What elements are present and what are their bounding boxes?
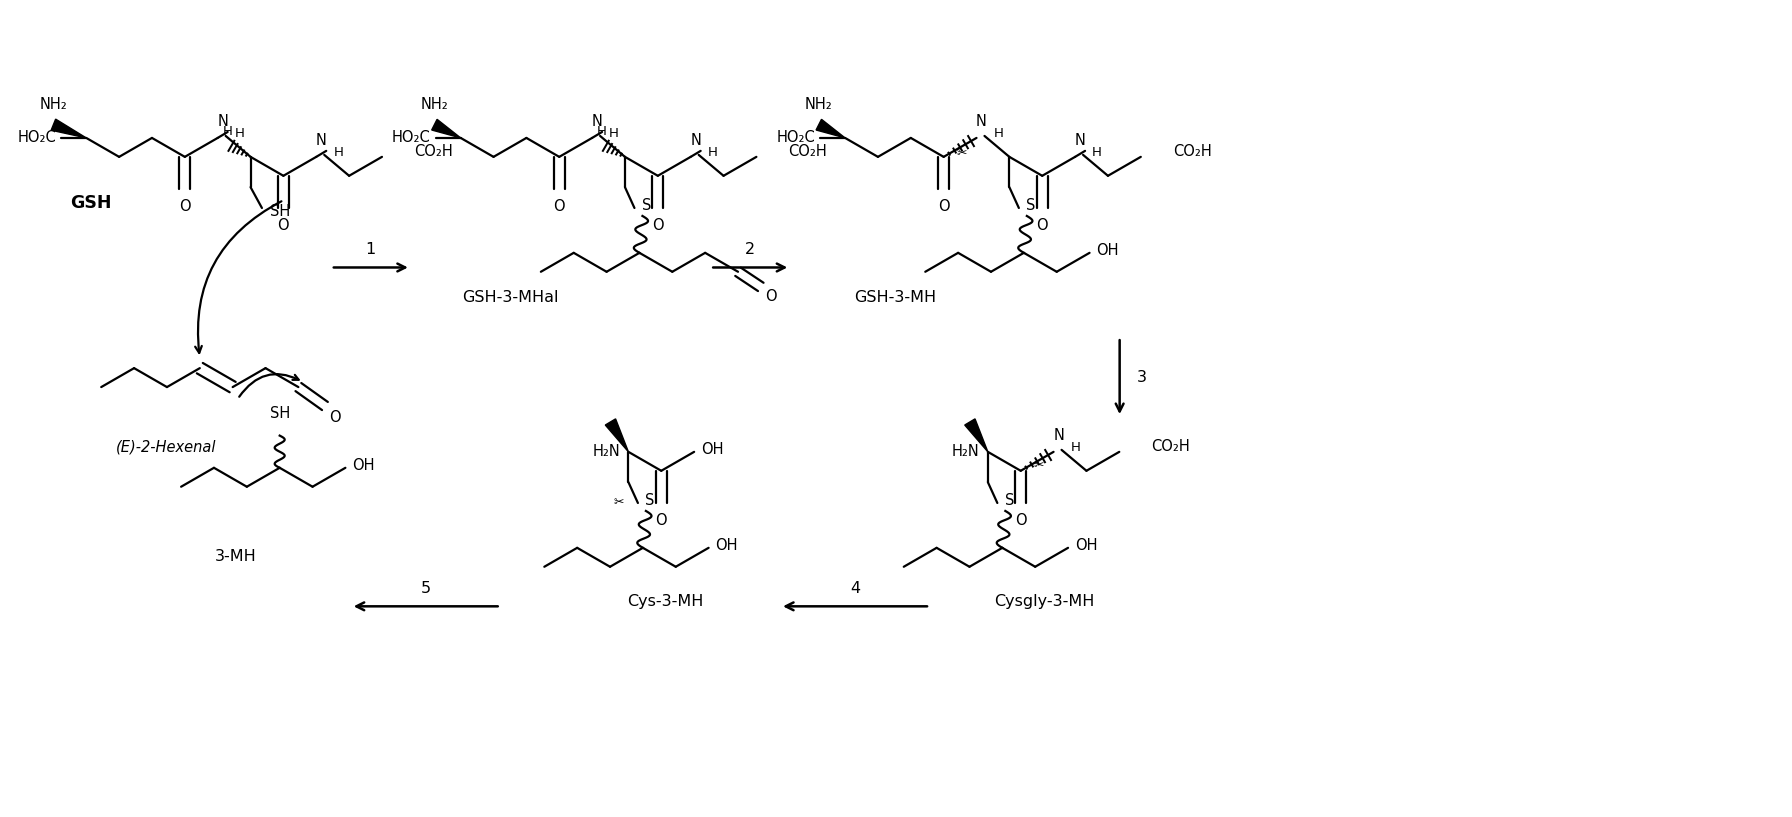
Text: N: N (591, 114, 602, 129)
Text: NH₂: NH₂ (39, 97, 68, 112)
Text: H: H (333, 146, 342, 159)
Text: H₂N: H₂N (593, 444, 620, 459)
Text: HO₂C: HO₂C (18, 131, 56, 145)
Text: 3-MH: 3-MH (215, 549, 256, 564)
Text: N: N (690, 133, 701, 149)
Text: SH: SH (269, 406, 290, 422)
Text: O: O (554, 199, 564, 215)
Text: OH: OH (701, 442, 724, 458)
Text: O: O (330, 410, 340, 426)
Polygon shape (815, 119, 846, 138)
Text: GSH: GSH (70, 194, 111, 212)
Text: 5: 5 (421, 581, 430, 596)
Polygon shape (606, 419, 629, 452)
Text: S: S (642, 199, 650, 213)
Text: O: O (179, 199, 190, 215)
Text: H: H (235, 127, 244, 141)
Text: SH: SH (271, 204, 290, 220)
Polygon shape (52, 119, 86, 138)
Text: N: N (315, 133, 326, 149)
Text: H: H (1070, 441, 1081, 454)
Text: O: O (937, 199, 950, 215)
Polygon shape (432, 119, 461, 138)
Text: O: O (656, 513, 667, 529)
Polygon shape (964, 419, 987, 452)
Text: H: H (597, 125, 607, 138)
Text: H: H (993, 127, 1004, 141)
Text: CO₂H: CO₂H (1172, 145, 1211, 159)
Text: O: O (1014, 513, 1027, 529)
Text: ✂: ✂ (957, 147, 968, 160)
Text: OH: OH (1075, 538, 1097, 553)
Text: GSH-3-MHal: GSH-3-MHal (462, 290, 559, 305)
Text: Cysgly-3-MH: Cysgly-3-MH (995, 594, 1095, 609)
Text: Cys-3-MH: Cys-3-MH (627, 594, 704, 609)
Text: H: H (708, 146, 717, 159)
Text: (E)-2-Hexenal: (E)-2-Hexenal (116, 440, 217, 454)
Text: O: O (1036, 218, 1048, 234)
Text: 3: 3 (1136, 369, 1147, 385)
Text: 4: 4 (849, 581, 860, 596)
Text: GSH-3-MH: GSH-3-MH (855, 290, 935, 305)
Text: H₂N: H₂N (952, 444, 980, 459)
Text: CO₂H: CO₂H (414, 145, 453, 159)
Text: N: N (1054, 428, 1064, 444)
Text: H: H (222, 125, 233, 138)
Text: H: H (1091, 146, 1102, 159)
Text: OH: OH (715, 538, 738, 553)
Text: HO₂C: HO₂C (392, 131, 430, 145)
Text: S: S (1005, 493, 1014, 508)
Text: NH₂: NH₂ (805, 97, 833, 112)
Text: N: N (1075, 133, 1086, 149)
Text: NH₂: NH₂ (421, 97, 448, 112)
Text: ✂: ✂ (1034, 459, 1045, 472)
Text: ✂: ✂ (613, 496, 624, 508)
Text: CO₂H: CO₂H (1150, 440, 1190, 454)
Text: S: S (1027, 199, 1036, 213)
Text: CO₂H: CO₂H (788, 145, 828, 159)
Text: OH: OH (1097, 243, 1118, 258)
Text: S: S (645, 493, 654, 508)
Text: O: O (278, 218, 289, 234)
Text: 2: 2 (745, 242, 754, 257)
Text: O: O (652, 218, 663, 234)
Text: O: O (765, 289, 776, 305)
Text: N: N (977, 114, 987, 129)
Text: OH: OH (351, 458, 375, 473)
Text: HO₂C: HO₂C (776, 131, 815, 145)
Text: H: H (609, 127, 618, 141)
Text: N: N (217, 114, 228, 129)
Text: 1: 1 (366, 242, 376, 257)
